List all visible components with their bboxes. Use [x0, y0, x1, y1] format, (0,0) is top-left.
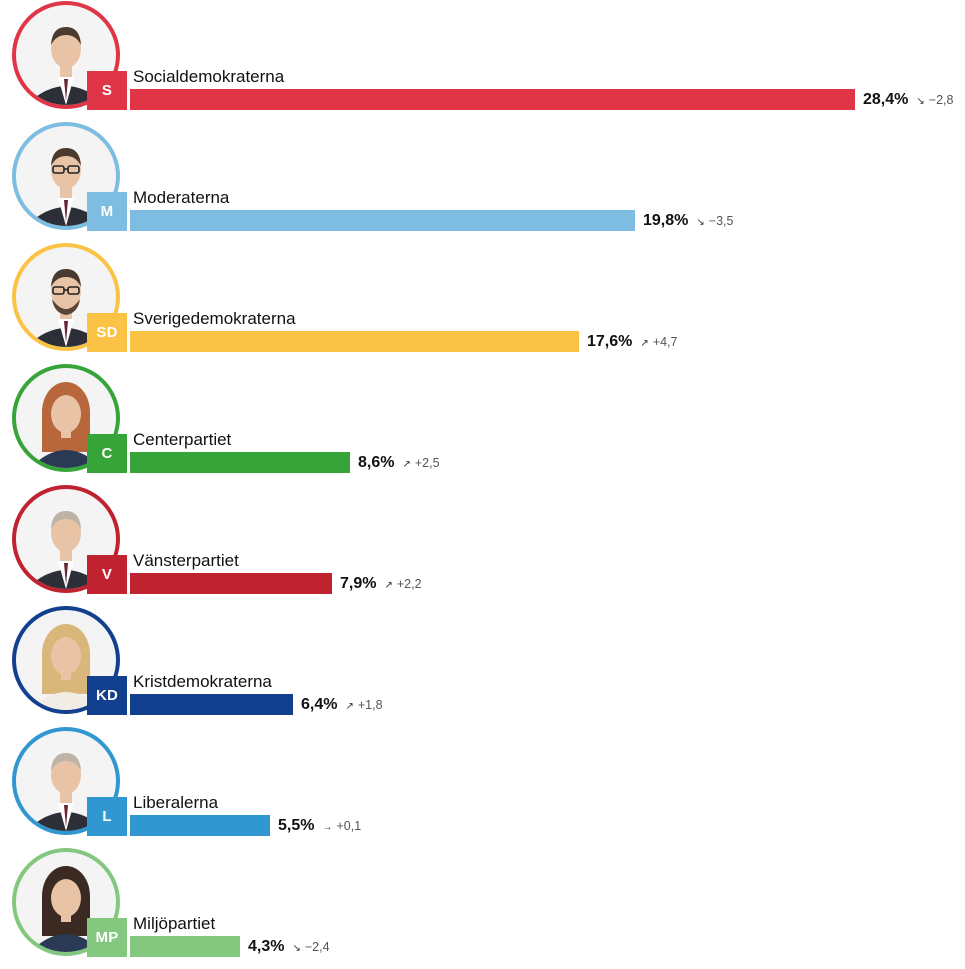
- portrait-image: [30, 382, 102, 468]
- data-label: 28,4%: [863, 91, 909, 108]
- bar: [130, 452, 350, 473]
- bar: [130, 210, 635, 231]
- data-label: 19,8%: [643, 212, 689, 229]
- portrait-image: [26, 269, 106, 347]
- change-value: −3,5: [708, 214, 734, 228]
- party-abbreviation-badge: C: [87, 434, 127, 473]
- portrait-image: [26, 511, 106, 589]
- portrait-image: [26, 148, 106, 226]
- party-name-label: Kristdemokraterna: [133, 672, 272, 691]
- party-abbreviation-badge: S: [87, 71, 127, 110]
- arrow-up-right-icon: ↗: [402, 459, 411, 470]
- bar: [130, 573, 332, 594]
- party-name-label: Sverigedemokraterna: [133, 309, 296, 328]
- change-label: ↗ +4,7: [640, 331, 677, 352]
- chart-row: M Moderaterna 19,8% ↘ −3,5: [0, 122, 965, 243]
- portrait-image: [26, 27, 106, 105]
- change-value: −2,8: [928, 93, 954, 107]
- change-value: +4,7: [652, 335, 678, 349]
- bar: [130, 936, 240, 957]
- party-abbreviation-badge: M: [87, 192, 127, 231]
- change-value: +0,1: [336, 819, 362, 833]
- chart-row: SD Sverigedemokraterna 17,6% ↗ +4,7: [0, 243, 965, 364]
- chart-row: S Socialdemokraterna 28,4% ↘ −2,8: [0, 1, 965, 122]
- arrow-down-right-icon: ↘: [696, 217, 705, 228]
- data-label: 8,6%: [358, 454, 395, 471]
- arrow-up-right-icon: ↗: [384, 580, 393, 591]
- bar: [130, 815, 270, 836]
- change-label: ↗ +2,2: [384, 573, 421, 594]
- chart-row: L Liberalerna 5,5% → +0,1: [0, 727, 965, 848]
- party-name-label: Socialdemokraterna: [133, 67, 285, 86]
- party-abbreviation-badge: L: [87, 797, 127, 836]
- party-name-label: Miljöpartiet: [133, 914, 216, 933]
- party-name-label: Vänsterpartiet: [133, 551, 239, 570]
- chart-row: V Vänsterpartiet 7,9% ↗ +2,2: [0, 485, 965, 606]
- arrow-right-icon: →: [322, 822, 333, 833]
- portrait-image: [30, 866, 102, 952]
- data-label: 4,3%: [248, 938, 285, 955]
- party-name-label: Moderaterna: [133, 188, 230, 207]
- data-label: 17,6%: [587, 333, 633, 350]
- bar: [130, 89, 855, 110]
- change-label: ↘ −2,4: [292, 936, 329, 957]
- party-leader-portrait: [12, 1, 120, 109]
- chart-row: MP Miljöpartiet 4,3% ↘ −2,4: [0, 848, 965, 969]
- change-value: +2,2: [396, 577, 422, 591]
- party-name-label: Centerpartiet: [133, 430, 232, 449]
- data-label: 7,9%: [340, 575, 377, 592]
- change-value: −2,4: [304, 940, 330, 954]
- party-abbreviation-badge: SD: [87, 313, 127, 352]
- change-value: +2,5: [414, 456, 440, 470]
- party-abbreviation-badge: V: [87, 555, 127, 594]
- party-name-label: Liberalerna: [133, 793, 219, 812]
- party-abbreviation-badge: MP: [87, 918, 127, 957]
- party-abbreviation-badge: KD: [87, 676, 127, 715]
- data-label: 5,5%: [278, 817, 315, 834]
- change-label: ↘ −3,5: [696, 210, 733, 231]
- portrait-image: [26, 753, 106, 831]
- data-label: 6,4%: [301, 696, 338, 713]
- chart-row: KD Kristdemokraterna 6,4% ↗ +1,8: [0, 606, 965, 727]
- bar: [130, 331, 579, 352]
- arrow-down-right-icon: ↘: [916, 96, 925, 107]
- chart-row: C Centerpartiet 8,6% ↗ +2,5: [0, 364, 965, 485]
- change-label: → +0,1: [322, 815, 361, 836]
- arrow-up-right-icon: ↗: [640, 338, 649, 349]
- arrow-up-right-icon: ↗: [345, 701, 354, 712]
- arrow-down-right-icon: ↘: [292, 943, 301, 954]
- bar: [130, 694, 293, 715]
- change-label: ↗ +1,8: [345, 694, 382, 715]
- change-value: +1,8: [357, 698, 383, 712]
- portrait-image: [30, 624, 102, 710]
- change-label: ↗ +2,5: [402, 452, 439, 473]
- change-label: ↘ −2,8: [916, 89, 953, 110]
